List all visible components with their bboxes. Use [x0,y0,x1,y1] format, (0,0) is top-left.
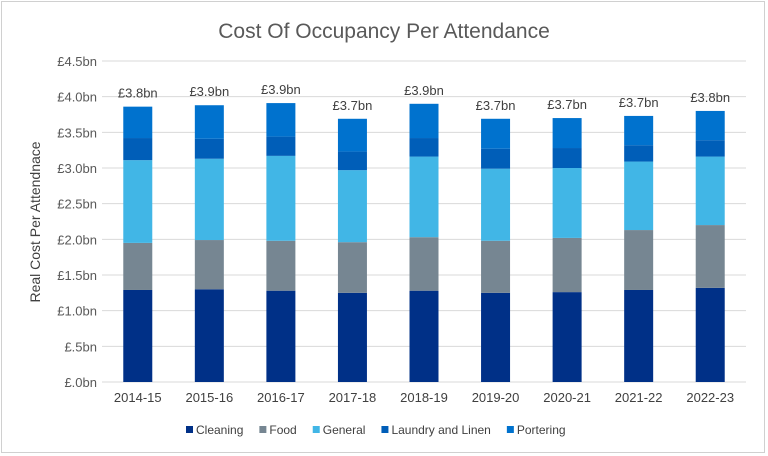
y-tick-label: £2.5bn [57,197,97,212]
bar-segment-food [552,237,582,293]
bar-segment-portering [695,110,725,141]
bar-segment-laundry-and-linen [409,138,439,157]
total-label: £3.7bn [547,97,587,112]
legend-label: Cleaning [196,423,243,437]
y-tick-label: £.5bn [64,339,97,354]
legend-label: Portering [517,423,566,437]
bar-segment-cleaning [481,292,511,382]
bar-segment-cleaning [337,292,367,382]
bar-segment-food [337,242,367,293]
bar-segment-portering [552,118,582,149]
bar-segment-food [409,237,439,291]
bar-segment-cleaning [266,290,296,382]
y-tick-label: £3.5bn [57,125,97,140]
bar-segment-portering [337,118,367,152]
total-label: £3.7bn [619,95,659,110]
y-tick-label: £4.0bn [57,90,97,105]
bar-segment-portering [481,118,511,149]
bar-segment-food [194,240,224,290]
bar-segment-general [194,158,224,241]
bar-segment-general [266,155,296,241]
bar-segment-laundry-and-linen [624,145,654,162]
y-tick-label: £2.0bn [57,232,97,247]
bar-segment-portering [624,115,654,146]
bar-segment-laundry-and-linen [266,136,296,156]
y-tick-label: £1.5bn [57,268,97,283]
bar-segment-general [552,168,582,238]
bar-segment-food [266,240,296,291]
total-label: £3.8bn [118,86,158,101]
bar-segment-general [481,168,511,241]
legend-item: Food [259,423,297,437]
x-tick-label: 2017-18 [329,390,377,405]
total-label: £3.9bn [404,83,444,98]
bar-segment-laundry-and-linen [695,140,725,157]
bar-segment-food [481,240,511,293]
total-label: £3.7bn [476,98,516,113]
bar-segment-laundry-and-linen [123,138,153,161]
bar-segment-food [123,242,153,290]
legend-label: Food [269,423,296,437]
legend-item: Laundry and Linen [381,423,491,437]
x-tick-label: 2018-19 [400,390,448,405]
legend-swatch [381,426,389,433]
x-tick-label: 2015-16 [185,390,233,405]
bar-segment-cleaning [695,287,725,382]
total-label: £3.9bn [261,82,301,97]
total-label: £3.8bn [690,90,730,105]
x-tick-label: 2016-17 [257,390,305,405]
y-tick-label: £4.5bn [57,54,97,69]
bar-segment-food [624,230,654,290]
bar-segment-cleaning [123,289,153,382]
bar-segment-cleaning [552,292,582,382]
legend-item: General [312,423,366,437]
y-tick-label: £.0bn [64,375,97,390]
bar-segment-general [624,161,654,231]
bar-segment-general [695,156,725,226]
legend-swatch [186,426,193,433]
bar-segment-general [123,160,153,243]
bar-segment-cleaning [409,290,439,382]
legend-swatch [312,426,320,433]
x-tick-label: 2019-20 [472,390,520,405]
y-tick-label: £3.0bn [57,161,97,176]
bar-segment-portering [409,103,439,139]
y-axis-label: Real Cost Per Attendnace [27,141,43,302]
bar-segment-food [695,225,725,288]
bar-segment-laundry-and-linen [552,148,582,168]
bar-segment-general [337,170,367,243]
bar-segment-cleaning [624,289,654,382]
x-tick-label: 2014-15 [114,390,162,405]
bar-segment-laundry-and-linen [337,151,367,171]
legend-label: Laundry and Linen [391,423,490,437]
legend-label: General [323,423,366,437]
chart-title: Cost Of Occupancy Per Attendance [218,20,550,43]
total-label: £3.9bn [189,84,229,99]
bar-segment-portering [123,106,153,139]
legend-swatch [259,426,267,433]
y-tick-label: £1.0bn [57,304,97,319]
bar-segment-portering [266,103,296,137]
bar-segment-laundry-and-linen [481,148,511,169]
bar-segment-cleaning [194,289,224,382]
x-tick-label: 2020-21 [543,390,591,405]
bar-segment-laundry-and-linen [194,138,224,159]
legend-swatch [506,426,514,433]
x-tick-label: 2022-23 [686,390,734,405]
legend-item: Portering [506,423,566,437]
bar-segment-portering [194,105,224,139]
total-label: £3.7bn [333,98,373,113]
bar-segment-general [409,156,439,238]
x-tick-label: 2021-22 [615,390,663,405]
legend-item: Cleaning [186,423,243,437]
